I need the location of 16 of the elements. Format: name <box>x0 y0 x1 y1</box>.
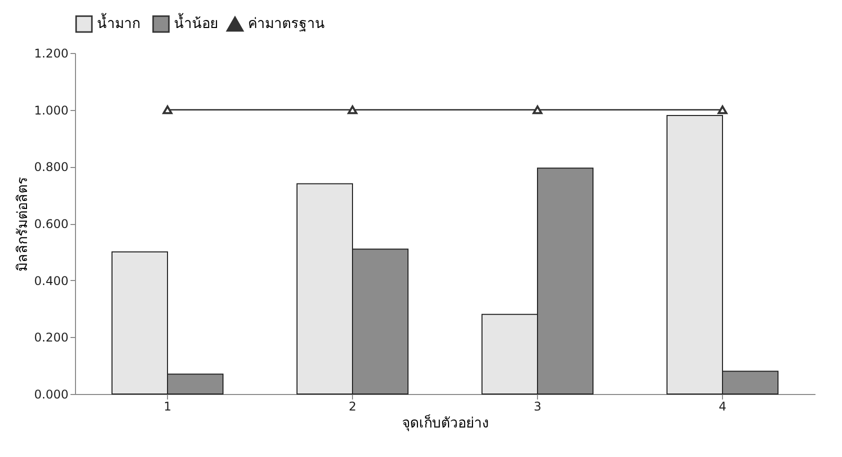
legend-label: น้ำมาก <box>97 13 140 32</box>
y-axis-title: มิลลิกรัมต่อลิตร <box>15 176 32 272</box>
y-tick-label: 1.000 <box>34 103 68 118</box>
x-tick-label: 4 <box>718 400 726 414</box>
legend-label: ค่ามาตรฐาน <box>248 16 325 32</box>
y-tick-label: 0.600 <box>34 217 68 231</box>
y-tick-label: 0.200 <box>34 330 68 345</box>
x-axis-title: จุดเก็บตัวอย่าง <box>402 414 489 432</box>
y-tick-label: 0.400 <box>34 274 68 288</box>
y-tick-label: 0.800 <box>34 160 68 174</box>
y-tick-label: 1.200 <box>34 46 68 60</box>
x-tick-label: 2 <box>348 400 356 414</box>
x-tick-label: 1 <box>164 400 172 414</box>
x-tick-label: 3 <box>534 400 542 414</box>
legend-label: น้ำน้อย <box>174 13 218 32</box>
y-tick-label: 0.000 <box>34 388 68 402</box>
